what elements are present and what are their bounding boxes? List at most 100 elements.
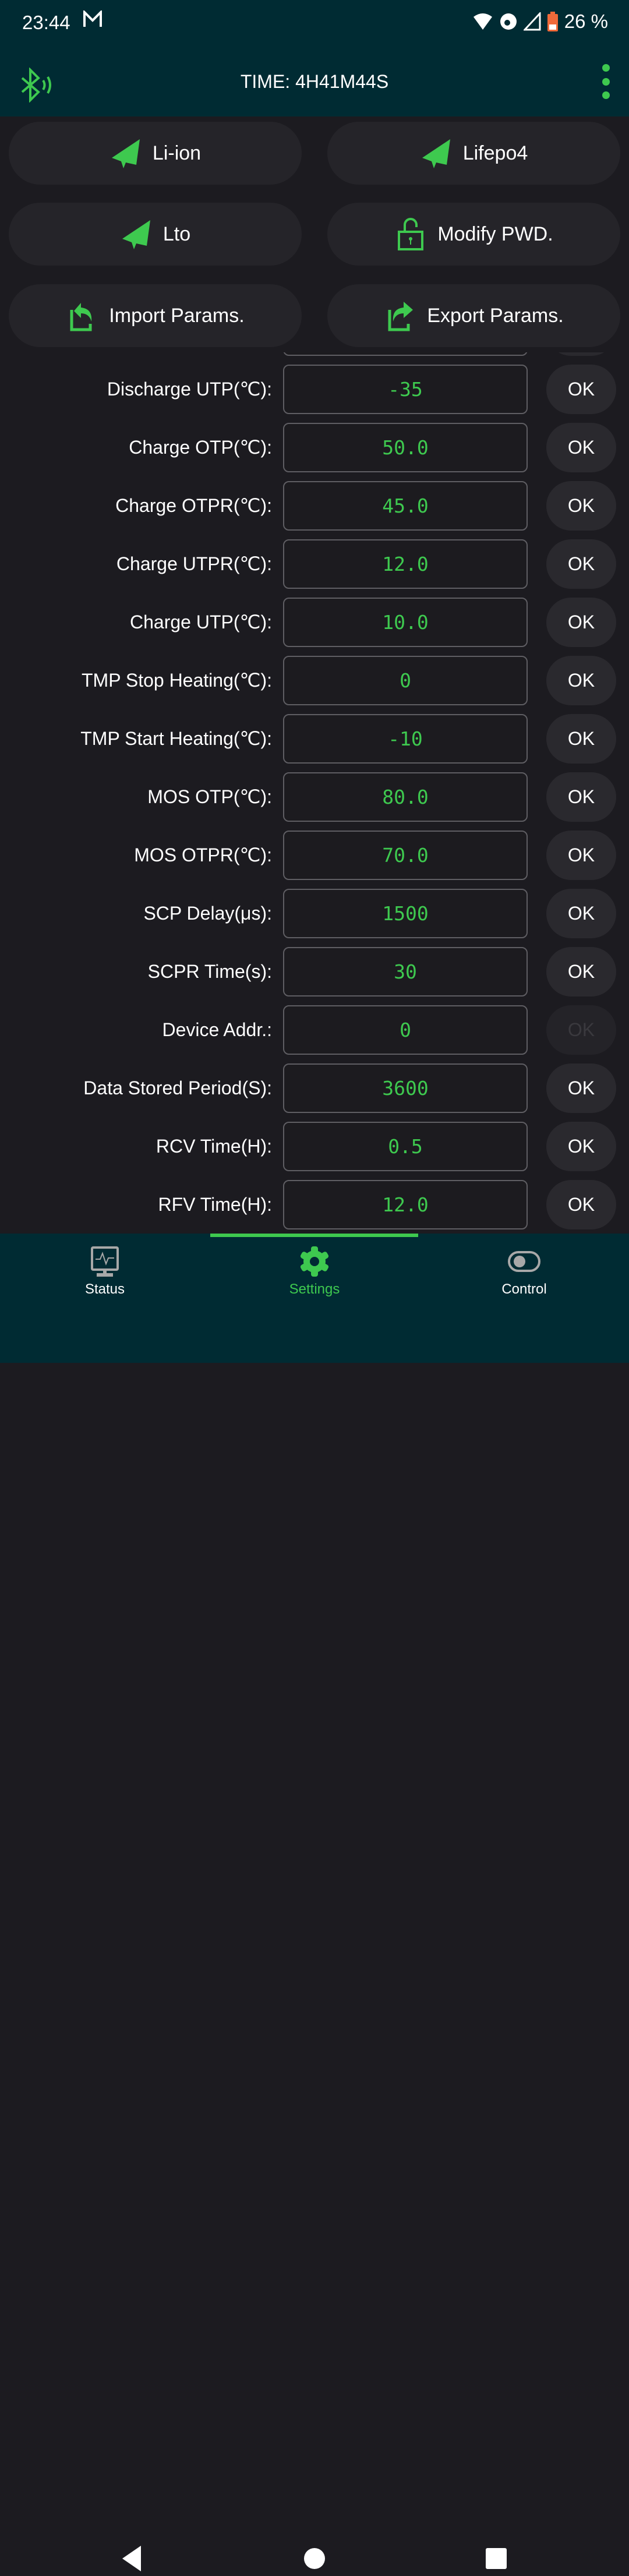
param-ok-button[interactable]: OK (546, 598, 616, 647)
battery-percent: 26 % (564, 10, 608, 32)
active-tab-indicator (210, 1234, 418, 1237)
param-value-input[interactable]: 10.0 (283, 598, 528, 647)
param-value-input[interactable]: 30 (283, 947, 528, 997)
param-row: Charge UTP(℃): 10.0 OK (0, 593, 629, 651)
tab-control[interactable]: Control (419, 1239, 629, 1298)
param-ok-button[interactable]: OK (546, 1005, 616, 1055)
button-label: Li-ion (152, 142, 202, 164)
import-icon (70, 303, 92, 331)
param-row: MOS OTPR(℃): 70.0 OK (0, 826, 629, 884)
param-label: Charge UTP(℃): (130, 612, 272, 632)
param-value-input[interactable]: 12.0 (283, 539, 528, 589)
toggle-icon (508, 1251, 540, 1272)
more-vert-icon[interactable] (600, 64, 612, 99)
recents-icon[interactable] (479, 2541, 514, 2576)
lifepo4-button[interactable]: Lifepo4 (327, 122, 620, 185)
gmail-icon (83, 9, 103, 33)
param-ok-button[interactable]: OK (546, 481, 616, 531)
param-value-input[interactable]: -35 (283, 365, 528, 414)
status-time: 23:44 (22, 12, 70, 33)
bluetooth-connected-icon[interactable] (19, 68, 54, 103)
tab-label: Control (501, 1281, 547, 1297)
param-value-input[interactable]: 0.5 (283, 1122, 528, 1171)
param-row: RFV Time(H): 12.0 OK (0, 1175, 629, 1234)
param-row: Discharge UTP(℃): -35 OK (0, 360, 629, 418)
param-ok-button[interactable]: OK (546, 1180, 616, 1229)
tab-label: Status (84, 1281, 125, 1297)
monitor-heartbeat-icon (91, 1246, 119, 1277)
params-list[interactable]: OK Discharge UTP(℃): -35 OK Charge OTP(℃): 50… (0, 344, 629, 1234)
param-row: SCP Delay(μs): 1500 OK (0, 884, 629, 942)
li-ion-button[interactable]: Li-ion (9, 122, 302, 185)
param-label: SCPR Time(s): (147, 961, 272, 982)
tab-label: Settings (289, 1281, 340, 1297)
signal-icon (523, 12, 541, 31)
param-value-input[interactable]: 3600 (283, 1063, 528, 1113)
param-row: Charge OTP(℃): 50.0 OK (0, 418, 629, 476)
param-value-input[interactable]: -10 (283, 714, 528, 764)
battery-icon (547, 12, 558, 31)
send-icon (111, 139, 140, 168)
home-icon[interactable] (297, 2541, 332, 2576)
param-ok-button[interactable]: OK (546, 1063, 616, 1113)
param-row: MOS OTP(℃): 80.0 OK (0, 768, 629, 826)
param-value-input[interactable]: 12.0 (283, 1180, 528, 1229)
param-label: RCV Time(H): (156, 1136, 272, 1157)
param-ok-button[interactable]: OK (546, 889, 616, 938)
param-ok-button[interactable]: OK (546, 656, 616, 705)
hotspot-icon (500, 13, 517, 30)
param-ok-button[interactable]: OK (546, 831, 616, 880)
param-label: TMP Stop Heating(℃): (81, 670, 272, 691)
param-ok-button[interactable]: OK (546, 423, 616, 472)
preset-actions: Li-ion Lifepo4 Lto Modify PWD. Import Pa… (0, 116, 629, 352)
button-label: Lto (162, 222, 191, 245)
modify-password-button[interactable]: Modify PWD. (327, 203, 620, 266)
param-row: Charge OTPR(℃): 45.0 OK (0, 476, 629, 535)
param-ok-button[interactable]: OK (546, 365, 616, 414)
param-label: Device Addr.: (162, 1019, 272, 1040)
app-bar: TIME: 4H41M44S (0, 47, 629, 116)
button-label: Lifepo4 (462, 142, 528, 164)
send-icon (122, 220, 150, 249)
button-label: Modify PWD. (437, 222, 553, 245)
param-row: TMP Start Heating(℃): -10 OK (0, 709, 629, 768)
param-value-input[interactable]: 0 (283, 656, 528, 705)
import-params-button[interactable]: Import Params. (9, 284, 302, 347)
param-row: Charge UTPR(℃): 12.0 OK (0, 535, 629, 593)
param-row: Device Addr.: 0 OK (0, 1001, 629, 1059)
button-label: Import Params. (109, 304, 245, 327)
status-bar: 23:44 26 % (0, 0, 629, 47)
button-label: Export Params. (427, 304, 564, 327)
param-ok-button[interactable]: OK (546, 772, 616, 822)
unlock-icon (398, 218, 424, 250)
param-ok-button[interactable]: OK (546, 539, 616, 589)
param-value-input[interactable]: 50.0 (283, 423, 528, 472)
back-icon[interactable] (114, 2541, 149, 2576)
page-title: TIME: 4H41M44S (240, 71, 389, 92)
lto-button[interactable]: Lto (9, 203, 302, 266)
param-value-input[interactable]: 1500 (283, 889, 528, 938)
tab-status[interactable]: Status (0, 1239, 210, 1298)
param-ok-button[interactable]: OK (546, 1122, 616, 1171)
param-label: Data Stored Period(S): (83, 1077, 272, 1098)
export-params-button[interactable]: Export Params. (327, 284, 620, 347)
param-ok-button[interactable]: OK (546, 714, 616, 764)
param-value-input[interactable]: 0 (283, 1005, 528, 1055)
param-ok-button[interactable]: OK (546, 947, 616, 997)
param-value-input[interactable]: 80.0 (283, 772, 528, 822)
send-icon (422, 139, 450, 168)
param-value-input[interactable]: 70.0 (283, 831, 528, 880)
param-label: SCP Delay(μs): (143, 903, 272, 924)
tab-settings[interactable]: Settings (210, 1239, 419, 1298)
gear-icon (300, 1246, 329, 1277)
param-label: TMP Start Heating(℃): (80, 728, 272, 749)
param-value-input[interactable]: 45.0 (283, 481, 528, 531)
param-label: Discharge UTP(℃): (107, 379, 272, 400)
param-row: TMP Stop Heating(℃): 0 OK (0, 651, 629, 709)
param-label: Charge OTP(℃): (129, 437, 272, 458)
param-row: SCPR Time(s): 30 OK (0, 942, 629, 1001)
param-label: MOS OTP(℃): (147, 786, 272, 807)
wifi-icon (473, 13, 492, 30)
param-label: Charge OTPR(℃): (115, 495, 272, 516)
bottom-nav: Status Settings Control (0, 1234, 629, 2571)
